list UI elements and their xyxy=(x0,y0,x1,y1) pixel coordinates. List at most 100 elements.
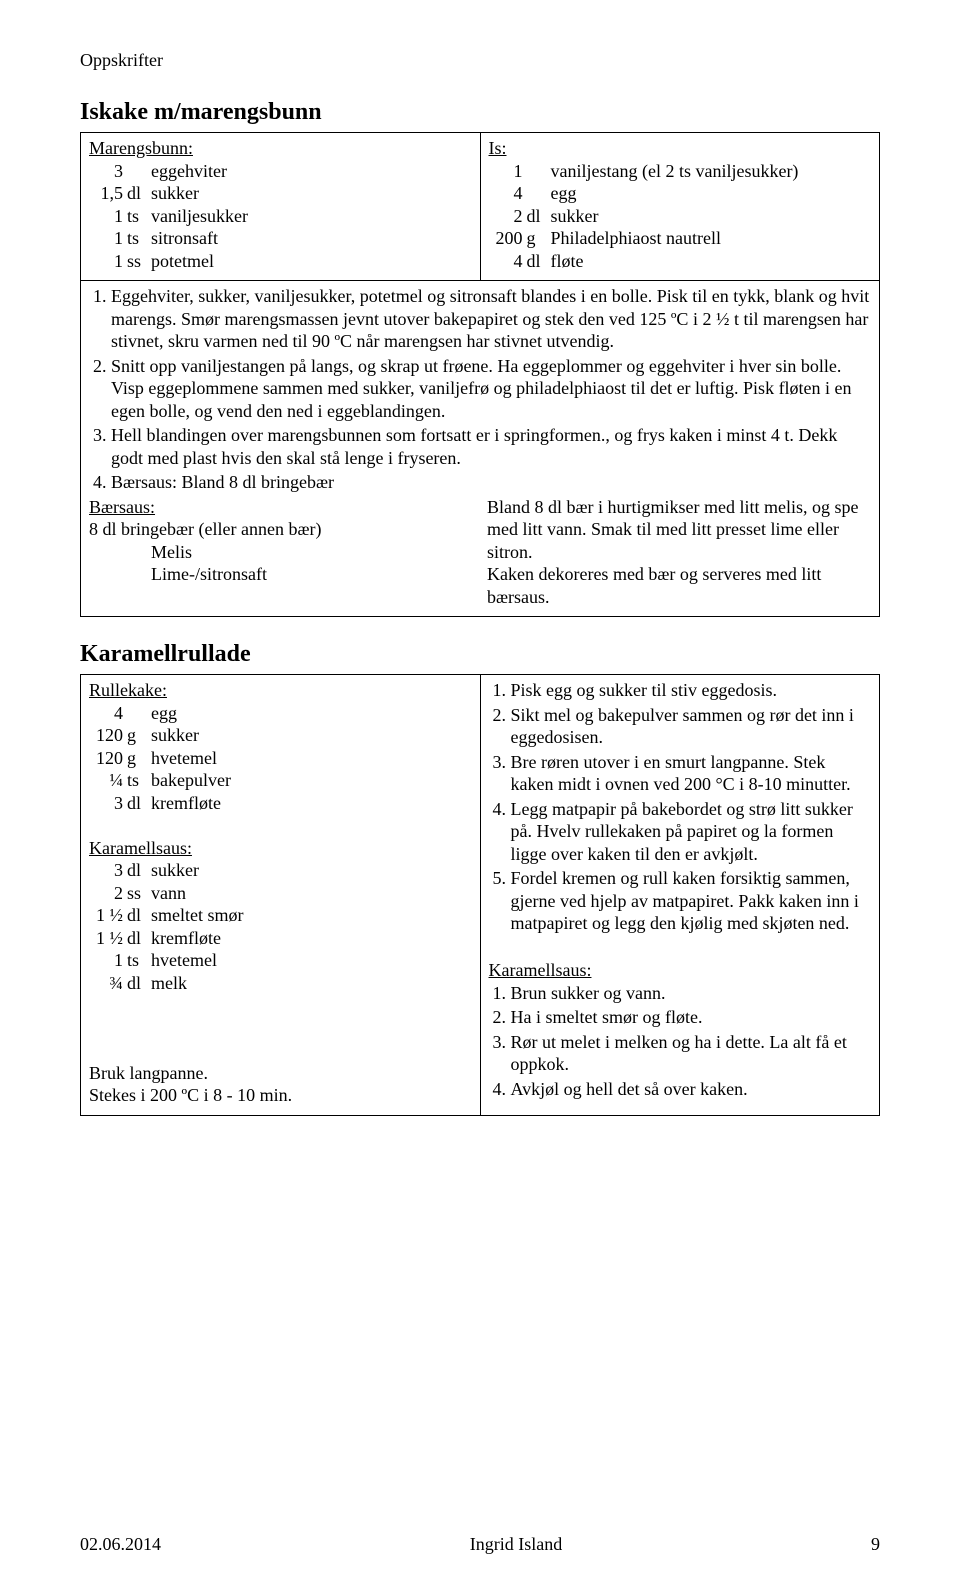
ing-qty: ¼ xyxy=(89,769,127,792)
page-footer: 02.06.2014 Ingrid Island 9 xyxy=(80,1534,880,1555)
ing-unit: ss xyxy=(127,882,151,905)
ingredient-line: 4 egg xyxy=(89,702,472,725)
ing-name: eggehviter xyxy=(151,160,227,183)
section-label: Rullekake: xyxy=(89,679,472,702)
sauce-method-list: Brun sukker og vann. Ha i smeltet smør o… xyxy=(489,982,872,1101)
ing-unit: dl xyxy=(127,182,151,205)
method-cell: Pisk egg og sukker til stiv eggedosis. S… xyxy=(480,675,880,1116)
ing-name: hvetemel xyxy=(151,949,217,972)
ing-qty: ¾ xyxy=(89,972,127,995)
ing-unit: dl xyxy=(527,205,551,228)
ingredient-line: Lime-/sitronsaft xyxy=(89,563,473,586)
ing-unit: dl xyxy=(527,250,551,273)
sauce-ingredients: Bærsaus: 8 dl bringebær (eller annen bær… xyxy=(89,496,483,609)
ingredient-line: 120ghvetemel xyxy=(89,747,472,770)
ingredient-line: Melis xyxy=(89,541,473,564)
ing-name: melk xyxy=(151,972,187,995)
ingredients-left-cell: Rullekake: 4egg 120gsukker 120ghvetemel … xyxy=(81,675,481,1116)
ingredient-line: 1,5dlsukker xyxy=(89,182,472,205)
ingredient-line: 1tssitronsaft xyxy=(89,227,472,250)
ingredient-line: 2dlsukker xyxy=(489,205,872,228)
footer-page-number: 9 xyxy=(871,1534,880,1555)
ingredient-line: 2ssvann xyxy=(89,882,472,905)
ingredient-line: 1tsvaniljesukker xyxy=(89,205,472,228)
ing-name: kremfløte xyxy=(151,927,221,950)
method-step: Sikt mel og bakepulver sammen og rør det… xyxy=(511,704,872,749)
method-step: Brun sukker og vann. xyxy=(511,982,872,1005)
ing-qty: 2 xyxy=(89,882,127,905)
ing-unit: dl xyxy=(127,972,151,995)
method-list: Eggehviter, sukker, vaniljesukker, potet… xyxy=(89,285,871,494)
ing-qty: 3 xyxy=(89,859,127,882)
method-step: Fordel kremen og rull kaken forsiktig sa… xyxy=(511,867,872,935)
ing-name: vaniljesukker xyxy=(151,205,248,228)
ing-unit: g xyxy=(127,747,151,770)
ing-qty: 1 xyxy=(89,250,127,273)
ing-unit: ss xyxy=(127,250,151,273)
ingredient-line: 8 dl bringebær (eller annen bær) xyxy=(89,518,473,541)
ing-qty: 120 xyxy=(89,724,127,747)
ing-qty: 8 dl xyxy=(89,519,117,539)
ing-unit: ts xyxy=(127,205,151,228)
method-step: Bre røren utover i en smurt langpanne. S… xyxy=(511,751,872,796)
recipe-table: Marengsbunn: 3eggehviter 1,5dlsukker 1ts… xyxy=(80,132,880,617)
ingredient-line: 1 ½dlkremfløte xyxy=(89,927,472,950)
ing-qty: 3 xyxy=(89,160,127,183)
method-step: Ha i smeltet smør og fløte. xyxy=(511,1006,872,1029)
ing-name: Melis xyxy=(151,542,192,562)
recipe-table: Rullekake: 4egg 120gsukker 120ghvetemel … xyxy=(80,674,880,1116)
ingredient-line: 3dlkremfløte xyxy=(89,792,472,815)
ing-qty: 4 xyxy=(489,182,527,205)
footer-date: 02.06.2014 xyxy=(80,1534,161,1555)
section-label: Bærsaus: xyxy=(89,496,473,519)
ing-qty: 1 xyxy=(489,160,527,183)
ing-unit: g xyxy=(127,724,151,747)
ing-unit xyxy=(527,182,551,205)
ingredient-line: 200gPhiladelphiaost nautrell xyxy=(489,227,872,250)
ingredient-line: 1tshvetemel xyxy=(89,949,472,972)
method-step: Legg matpapir på bakebordet og strø litt… xyxy=(511,798,872,866)
ing-name: sukker xyxy=(551,205,599,228)
ingredient-line: 4 egg xyxy=(489,182,872,205)
ing-name: egg xyxy=(151,702,177,725)
ingredients-left-cell: Marengsbunn: 3eggehviter 1,5dlsukker 1ts… xyxy=(81,133,481,281)
sauce-row: Bærsaus: 8 dl bringebær (eller annen bær… xyxy=(89,496,871,609)
recipe-note: Stekes i 200 ºC i 8 - 10 min. xyxy=(89,1084,472,1107)
ing-unit: g xyxy=(527,227,551,250)
method-step: Hell blandingen over marengsbunnen som f… xyxy=(111,424,871,469)
ing-unit: dl xyxy=(127,904,151,927)
ingredient-line: 3dlsukker xyxy=(89,859,472,882)
ingredient-line: 4dlfløte xyxy=(489,250,872,273)
method-step: Pisk egg og sukker til stiv eggedosis. xyxy=(511,679,872,702)
ing-name: hvetemel xyxy=(151,747,217,770)
sauce-note: Bland 8 dl bær i hurtigmikser med litt m… xyxy=(487,496,871,564)
method-step: Bærsaus: Bland 8 dl bringebær xyxy=(111,471,871,494)
ing-name: bakepulver xyxy=(151,769,231,792)
ing-unit: dl xyxy=(127,859,151,882)
ing-name: fløte xyxy=(551,250,584,273)
ingredient-line: ¾dlmelk xyxy=(89,972,472,995)
ing-name: Lime-/sitronsaft xyxy=(151,564,267,584)
ingredient-line: 1sspotetmel xyxy=(89,250,472,273)
ingredients-right-cell: Is: 1vaniljestang (el 2 ts vaniljesukker… xyxy=(480,133,880,281)
sauce-note: Kaken dekoreres med bær og serveres med … xyxy=(487,563,871,608)
ing-qty: 2 xyxy=(489,205,527,228)
ing-qty: 120 xyxy=(89,747,127,770)
page-header: Oppskrifter xyxy=(80,50,880,71)
section-label: Karamellsaus: xyxy=(89,837,472,860)
sauce-notes: Bland 8 dl bær i hurtigmikser med litt m… xyxy=(483,496,871,609)
ing-name: egg xyxy=(551,182,577,205)
ing-name: sukker xyxy=(151,182,199,205)
ing-name: sukker xyxy=(151,724,199,747)
ing-qty: 1 xyxy=(89,949,127,972)
ing-qty: 200 xyxy=(489,227,527,250)
ingredient-line: ¼tsbakepulver xyxy=(89,769,472,792)
ing-qty: 4 xyxy=(489,250,527,273)
ing-name: kremfløte xyxy=(151,792,221,815)
method-step: Avkjøl og hell det så over kaken. xyxy=(511,1078,872,1101)
recipe-title: Iskake m/marengsbunn xyxy=(80,99,880,126)
ing-qty: 4 xyxy=(89,702,127,725)
ing-name: vann xyxy=(151,882,186,905)
ing-qty: 1 xyxy=(89,205,127,228)
ing-qty: 1 ½ xyxy=(89,927,127,950)
